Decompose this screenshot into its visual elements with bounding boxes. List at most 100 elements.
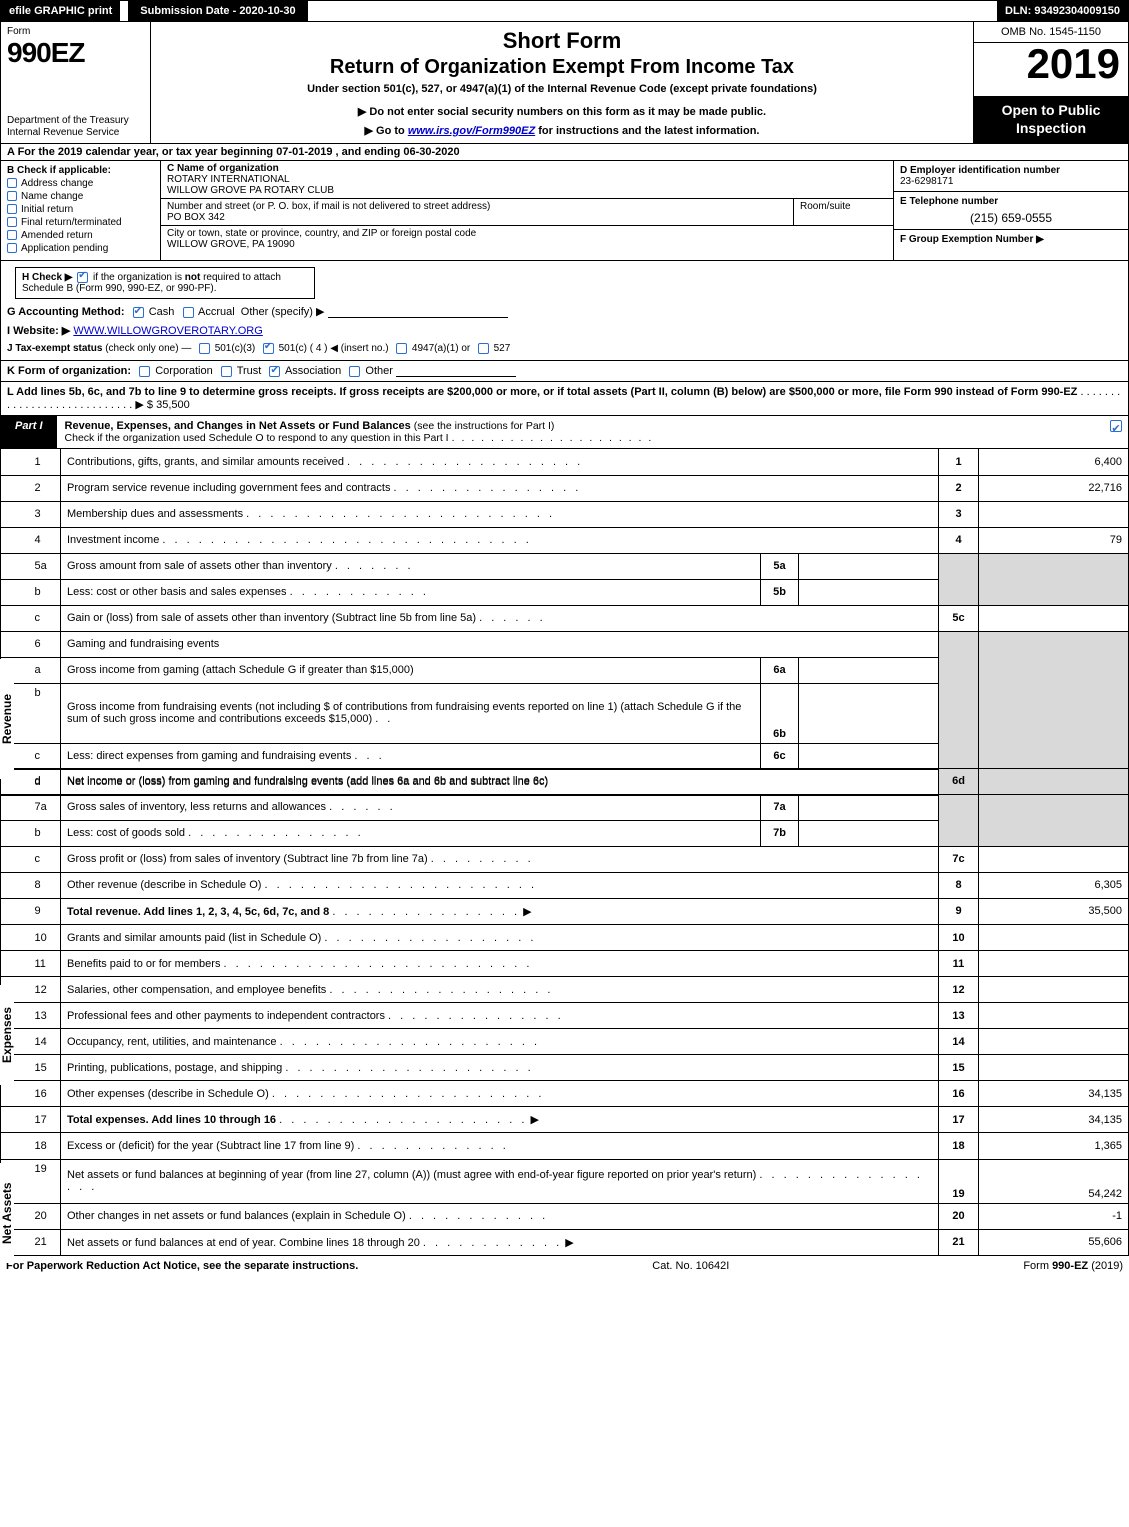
department-label: Department of the Treasury Internal Reve…: [7, 115, 144, 139]
dots: . . . . . .: [329, 801, 396, 813]
g-label: G Accounting Method:: [7, 306, 125, 318]
line-key: 9: [939, 898, 979, 924]
checkbox-corporation[interactable]: [139, 366, 150, 377]
line-18: 18Excess or (deficit) for the year (Subt…: [1, 1133, 1129, 1159]
checkbox-other[interactable]: [349, 366, 360, 377]
checkbox-501c-checked[interactable]: [263, 343, 274, 354]
line-desc: Program service revenue including govern…: [67, 482, 390, 494]
sub-value: [799, 657, 939, 683]
line-desc: Salaries, other compensation, and employ…: [67, 984, 326, 996]
checkbox-final-return[interactable]: Final return/terminated: [7, 217, 154, 228]
i-label: I Website: ▶: [7, 325, 70, 337]
opt-label: Application pending: [21, 243, 108, 254]
address-label: Number and street (or P. O. box, if mail…: [167, 201, 490, 212]
dots: . .: [375, 713, 393, 725]
checkbox-cash-checked[interactable]: [133, 307, 144, 318]
line-19: 19 Net assets or fund balances at beginni…: [1, 1159, 1129, 1203]
checkbox-527[interactable]: [478, 343, 489, 354]
h-label-2: if the organization is: [93, 272, 185, 283]
checkbox-amended-return[interactable]: Amended return: [7, 230, 154, 241]
website-link[interactable]: WWW.WILLOWGROVEROTARY.ORG: [73, 325, 262, 337]
dots: . . . . . . . . . . . .: [409, 1210, 548, 1222]
checkbox-icon: [7, 230, 17, 240]
line-key: 21: [939, 1229, 979, 1255]
line-key: 2: [939, 475, 979, 501]
dots: . . .: [354, 750, 384, 762]
phone-row: E Telephone number (215) 659-0555: [894, 192, 1128, 230]
checkbox-h-checked[interactable]: [77, 272, 88, 283]
dots: . . . . . . .: [335, 560, 414, 572]
dots: . . . . . . . . . . . . . . . . . . . . …: [265, 879, 538, 891]
l-value: 35,500: [156, 399, 190, 411]
line-key: 13: [939, 1003, 979, 1029]
line-num: c: [23, 605, 61, 631]
line-key: 1: [939, 449, 979, 475]
checkbox-501c3[interactable]: [199, 343, 210, 354]
dots: . . . . . . . . . . . . . . . .: [332, 906, 520, 918]
line-key: 7c: [939, 846, 979, 872]
shaded-cell: [939, 553, 979, 605]
line-key: 5c: [939, 605, 979, 631]
part-1-note: (see the instructions for Part I): [414, 420, 555, 432]
sub-key: 7b: [761, 820, 799, 846]
dots: . . . . . . . . . . . . . . . . . . . . …: [246, 508, 555, 520]
form-title: Return of Organization Exempt From Incom…: [161, 56, 963, 79]
line-key: 3: [939, 501, 979, 527]
part-1-header: Part I Revenue, Expenses, and Changes in…: [0, 416, 1129, 449]
line-value: 35,500: [979, 898, 1129, 924]
line-num: d: [23, 768, 61, 794]
line-key: 6d: [939, 768, 979, 794]
line-desc: Net assets or fund balances at beginning…: [67, 1169, 756, 1181]
line-desc: Excess or (deficit) for the year (Subtra…: [67, 1140, 354, 1152]
line-num: 17: [23, 1107, 61, 1133]
expenses-block: Expenses 10Grants and similar amounts pa…: [0, 925, 1129, 1134]
g-accrual: Accrual: [198, 306, 235, 318]
checkbox-address-change[interactable]: Address change: [7, 178, 154, 189]
arrow-icon: ▶: [531, 1114, 539, 1126]
line-desc: Other changes in net assets or fund bala…: [67, 1210, 406, 1222]
sub-key: 5b: [761, 579, 799, 605]
checkbox-association-checked[interactable]: [269, 366, 280, 377]
section-g-h-i-j: H Check ▶ if the organization is not req…: [0, 261, 1129, 361]
dots: . . . . . . . . .: [431, 853, 534, 865]
section-b-checkboxes: B Check if applicable: Address change Na…: [1, 161, 161, 260]
dots: . . . . . . . . . . . . . . . . . . . . …: [272, 1088, 545, 1100]
irs-link[interactable]: www.irs.gov/Form990EZ: [408, 125, 535, 137]
line-value: [979, 605, 1129, 631]
form-number: 990EZ: [7, 37, 144, 69]
checkbox-4947[interactable]: [396, 343, 407, 354]
line-7a: 7aGross sales of inventory, less returns…: [1, 794, 1129, 820]
sub-key: 6b: [761, 683, 799, 743]
line-num: 4: [23, 527, 61, 553]
line-desc: Benefits paid to or for members: [67, 958, 220, 970]
efile-graphic-print[interactable]: efile GRAPHIC print: [1, 1, 120, 21]
j-527: 527: [494, 343, 511, 354]
arrow-icon: ▶: [565, 1237, 573, 1249]
k-other-input[interactable]: [396, 365, 516, 377]
line-key: 19: [939, 1159, 979, 1203]
line-desc: Professional fees and other payments to …: [67, 1010, 385, 1022]
shaded-cell: [939, 794, 979, 846]
line-num: 16: [23, 1081, 61, 1107]
checkbox-application-pending[interactable]: Application pending: [7, 243, 154, 254]
section-d-e-f: D Employer identification number 23-6298…: [893, 161, 1128, 260]
city-row: City or town, state or province, country…: [161, 226, 893, 260]
g-other-input[interactable]: [328, 306, 508, 318]
line-key: 16: [939, 1081, 979, 1107]
opt-label: Name change: [21, 191, 83, 202]
line-num: 19: [23, 1159, 61, 1203]
line-5c: cGain or (loss) from sale of assets othe…: [1, 605, 1129, 631]
line-desc: Membership dues and assessments: [67, 508, 243, 520]
header-center: Short Form Return of Organization Exempt…: [151, 22, 973, 143]
line-desc: Less: cost of goods sold: [67, 827, 185, 839]
checkbox-accrual[interactable]: [183, 307, 194, 318]
checkbox-trust[interactable]: [221, 366, 232, 377]
k-other: Other: [365, 365, 393, 377]
shaded-cell: [979, 794, 1129, 846]
opt-label: Amended return: [21, 230, 93, 241]
section-k-form-of-org: K Form of organization: Corporation Trus…: [0, 361, 1129, 382]
part-1-checkbox[interactable]: [1104, 416, 1128, 448]
checkbox-initial-return[interactable]: Initial return: [7, 204, 154, 215]
sub-key: 7a: [761, 794, 799, 820]
checkbox-name-change[interactable]: Name change: [7, 191, 154, 202]
